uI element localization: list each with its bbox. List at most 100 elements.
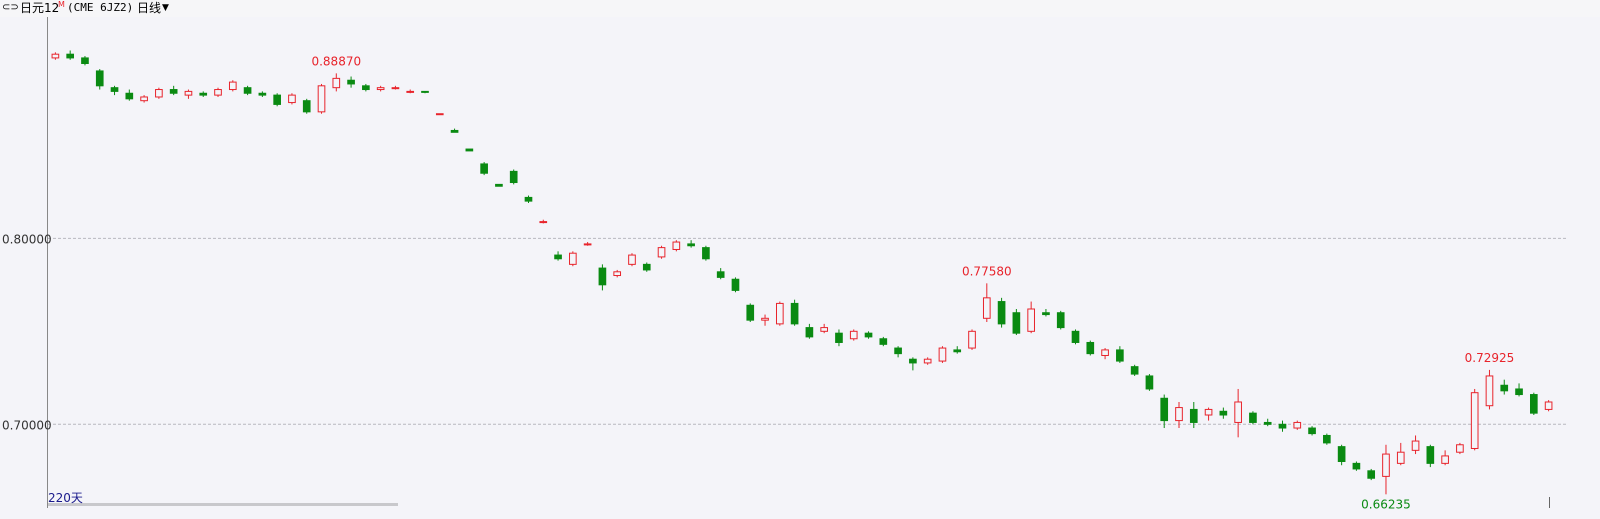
candle-body bbox=[598, 267, 607, 286]
candle-body bbox=[228, 81, 237, 91]
candle-body bbox=[702, 247, 710, 260]
candle-body bbox=[849, 330, 858, 340]
scrollbar[interactable] bbox=[48, 503, 398, 506]
candle-body bbox=[1396, 451, 1405, 464]
candle-body bbox=[1042, 312, 1050, 316]
candle-body bbox=[1308, 427, 1316, 435]
candle-body bbox=[362, 85, 370, 91]
candle-body bbox=[805, 327, 814, 338]
candle-body bbox=[820, 327, 829, 332]
candle-body bbox=[1249, 412, 1257, 423]
candle-body bbox=[1116, 349, 1124, 362]
candle-body bbox=[376, 87, 385, 91]
candle-body bbox=[1485, 375, 1494, 407]
candle-body bbox=[465, 148, 474, 152]
candle-body bbox=[1219, 410, 1228, 416]
candle-body bbox=[761, 317, 769, 321]
candle-body bbox=[687, 243, 695, 247]
candle-body bbox=[184, 90, 193, 96]
candle-body bbox=[1263, 421, 1272, 425]
candle-body bbox=[894, 347, 902, 355]
candle-body bbox=[199, 92, 208, 96]
candle-body bbox=[332, 77, 341, 89]
candle-body bbox=[421, 90, 429, 93]
extreme-label: 0.72925 bbox=[1465, 351, 1515, 365]
candle-body bbox=[1500, 384, 1509, 392]
symbol[interactable]: 日元12 bbox=[20, 1, 60, 15]
candle-body bbox=[982, 297, 991, 319]
candle-body bbox=[642, 263, 651, 271]
candle-body bbox=[1175, 407, 1183, 422]
candle-body bbox=[997, 301, 1006, 325]
candle-body bbox=[1411, 440, 1420, 451]
candle-body bbox=[1056, 312, 1065, 329]
candle-body bbox=[938, 347, 947, 362]
dropdown-arrow[interactable]: ▼ bbox=[162, 3, 169, 13]
candle-body bbox=[435, 113, 444, 116]
candle-body bbox=[1086, 341, 1095, 355]
candle-body bbox=[1293, 421, 1302, 429]
candle-body bbox=[288, 94, 296, 104]
candle-body bbox=[273, 94, 281, 105]
candle-body bbox=[66, 53, 75, 59]
candle-body bbox=[731, 278, 740, 291]
candle-body bbox=[406, 90, 415, 93]
candle-body bbox=[1515, 388, 1523, 396]
range-label: 220天 bbox=[48, 491, 83, 505]
candle-body bbox=[775, 302, 784, 325]
candle-body bbox=[1189, 408, 1198, 423]
candle-body bbox=[495, 183, 503, 187]
candle-body bbox=[554, 254, 562, 260]
candle-body bbox=[1278, 423, 1287, 429]
candle-body bbox=[214, 89, 222, 96]
candle-body bbox=[258, 92, 267, 96]
candle-body bbox=[539, 221, 548, 224]
candle-body bbox=[968, 330, 976, 349]
candle-body bbox=[480, 163, 488, 174]
candle-body bbox=[347, 79, 355, 85]
candle-body bbox=[317, 85, 326, 113]
candle-body bbox=[391, 87, 400, 90]
candle-body bbox=[1426, 446, 1435, 464]
candle-body bbox=[243, 87, 252, 94]
candle-body bbox=[569, 252, 577, 265]
candle-body bbox=[1071, 330, 1080, 343]
candle-body bbox=[1544, 401, 1553, 410]
candle-body bbox=[1145, 375, 1154, 390]
candle-body bbox=[1529, 394, 1538, 414]
period[interactable]: 日线 bbox=[137, 1, 162, 15]
contract: (CME 6JZ2) bbox=[67, 1, 134, 14]
candle-body bbox=[1337, 446, 1346, 463]
y-tick-label: 0.70000 bbox=[2, 418, 52, 432]
candle-body bbox=[155, 89, 163, 98]
candle-body bbox=[509, 170, 518, 184]
candle-body bbox=[1323, 434, 1331, 444]
candle-body bbox=[1456, 444, 1464, 453]
candle-body bbox=[95, 70, 104, 87]
candle-body bbox=[672, 241, 681, 250]
candle-body bbox=[1234, 401, 1242, 423]
extreme-label: 0.77580 bbox=[962, 264, 1012, 278]
candle-body bbox=[746, 304, 755, 321]
candle-body bbox=[1160, 397, 1169, 422]
candle-body bbox=[51, 53, 60, 59]
candle-body bbox=[1441, 455, 1449, 464]
candle-body bbox=[657, 247, 666, 258]
candle-body bbox=[716, 271, 725, 278]
candle-body bbox=[835, 332, 843, 343]
candle-body bbox=[1367, 470, 1376, 479]
candle-body bbox=[125, 92, 134, 100]
candle-body bbox=[923, 358, 932, 364]
candle-body bbox=[1101, 349, 1109, 356]
superscript: M bbox=[58, 0, 65, 9]
candle-body bbox=[302, 100, 311, 113]
y-tick-label: 0.80000 bbox=[2, 232, 52, 246]
candle-body bbox=[953, 349, 962, 353]
candle-body bbox=[169, 89, 178, 94]
candle-body bbox=[613, 271, 622, 277]
candle-body bbox=[879, 338, 888, 345]
candle-body bbox=[140, 96, 148, 102]
candle-body bbox=[864, 332, 873, 338]
